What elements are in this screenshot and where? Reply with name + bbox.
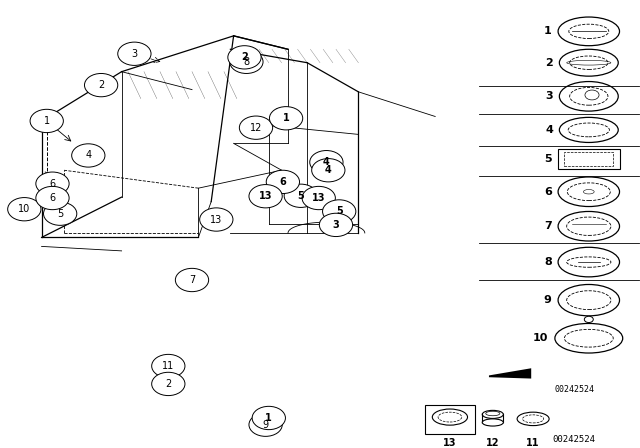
- Text: 1: 1: [544, 26, 552, 36]
- Text: 4: 4: [85, 151, 92, 160]
- Circle shape: [230, 50, 263, 73]
- Circle shape: [175, 268, 209, 292]
- Circle shape: [36, 186, 69, 210]
- Circle shape: [36, 172, 69, 195]
- Text: 13: 13: [259, 191, 273, 201]
- Ellipse shape: [558, 247, 620, 277]
- Text: 13: 13: [210, 215, 223, 224]
- Circle shape: [152, 372, 185, 396]
- Text: 9: 9: [262, 420, 269, 430]
- Text: 3: 3: [333, 220, 339, 230]
- Text: 1: 1: [283, 113, 289, 123]
- Ellipse shape: [517, 412, 549, 426]
- Text: 12: 12: [486, 438, 500, 448]
- Text: 6: 6: [49, 193, 56, 203]
- Ellipse shape: [559, 49, 618, 76]
- Text: 7: 7: [544, 221, 552, 231]
- Text: 3: 3: [131, 49, 138, 59]
- Circle shape: [228, 46, 261, 69]
- Circle shape: [84, 73, 118, 97]
- Circle shape: [72, 144, 105, 167]
- Text: 00242524: 00242524: [554, 385, 594, 394]
- Text: 12: 12: [250, 123, 262, 133]
- Circle shape: [239, 116, 273, 139]
- Ellipse shape: [558, 177, 620, 207]
- Ellipse shape: [558, 284, 620, 316]
- Circle shape: [30, 109, 63, 133]
- Text: 2: 2: [165, 379, 172, 389]
- Circle shape: [8, 198, 41, 221]
- Text: 00242524: 00242524: [552, 435, 596, 444]
- Circle shape: [284, 184, 317, 207]
- Text: 1: 1: [266, 413, 272, 423]
- Circle shape: [200, 208, 233, 231]
- Text: 4: 4: [325, 165, 332, 175]
- Circle shape: [323, 200, 356, 223]
- Circle shape: [252, 406, 285, 430]
- Text: 3: 3: [545, 91, 553, 101]
- Ellipse shape: [558, 17, 620, 46]
- Text: 7: 7: [189, 275, 195, 285]
- Ellipse shape: [559, 82, 618, 111]
- Text: 6: 6: [49, 179, 56, 189]
- Text: 4: 4: [323, 157, 330, 167]
- Text: 5: 5: [544, 154, 552, 164]
- Bar: [425, 405, 475, 434]
- Bar: [564, 152, 613, 166]
- Circle shape: [269, 107, 303, 130]
- Text: 6: 6: [280, 177, 286, 187]
- Text: 13: 13: [443, 438, 457, 448]
- Circle shape: [249, 413, 282, 436]
- Circle shape: [118, 42, 151, 65]
- Text: 5: 5: [57, 209, 63, 219]
- Text: 6: 6: [544, 187, 552, 197]
- Text: 9: 9: [544, 295, 552, 305]
- Text: 10: 10: [533, 333, 548, 343]
- Text: 8: 8: [544, 257, 552, 267]
- Circle shape: [310, 151, 343, 174]
- Circle shape: [249, 185, 282, 208]
- Circle shape: [302, 186, 335, 210]
- Ellipse shape: [584, 316, 593, 323]
- Text: 2: 2: [98, 80, 104, 90]
- Text: 5: 5: [336, 207, 342, 216]
- Text: 1: 1: [44, 116, 50, 126]
- Text: 11: 11: [526, 438, 540, 448]
- Text: 8: 8: [243, 57, 250, 67]
- Circle shape: [312, 159, 345, 182]
- Text: 10: 10: [18, 204, 31, 214]
- Circle shape: [152, 354, 185, 378]
- Ellipse shape: [559, 117, 618, 142]
- Circle shape: [319, 213, 353, 237]
- Ellipse shape: [483, 419, 504, 426]
- Text: 2: 2: [241, 52, 248, 62]
- Text: 5: 5: [298, 191, 304, 201]
- Bar: [558, 149, 620, 169]
- Polygon shape: [489, 368, 531, 379]
- Text: 2: 2: [545, 58, 553, 68]
- Circle shape: [266, 170, 300, 194]
- Ellipse shape: [558, 211, 620, 241]
- Ellipse shape: [555, 323, 623, 353]
- Text: 13: 13: [312, 193, 326, 203]
- Circle shape: [44, 202, 77, 225]
- Text: 11: 11: [162, 361, 175, 371]
- Text: 4: 4: [545, 125, 553, 135]
- Ellipse shape: [433, 409, 467, 425]
- Ellipse shape: [483, 410, 504, 418]
